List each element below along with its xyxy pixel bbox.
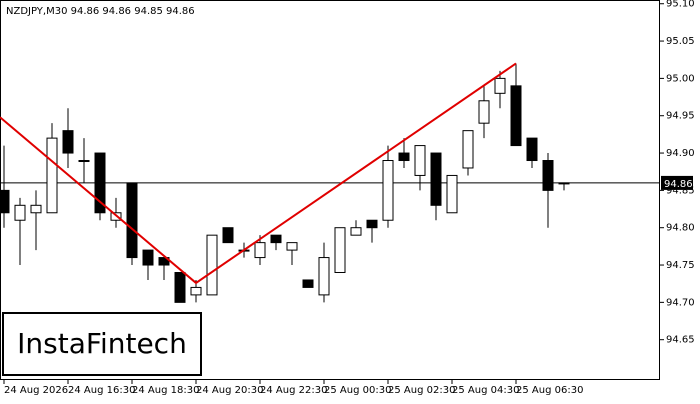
- candle-body: [542, 160, 554, 191]
- x-tick-label: 25 Aug 00:30: [324, 385, 391, 396]
- candle-body: [286, 242, 298, 251]
- candle-body: [78, 160, 90, 163]
- candle-body: [30, 204, 42, 214]
- y-tick-label: 94.80: [666, 223, 695, 234]
- candle-body: [318, 257, 330, 296]
- candle-body: [62, 130, 74, 154]
- candle-body: [526, 137, 538, 162]
- x-tick-label: 25 Aug 06:30: [516, 385, 583, 396]
- candle-body: [478, 100, 490, 124]
- candle-body: [46, 137, 58, 214]
- candle-body: [270, 234, 282, 244]
- y-tick-label: 94.90: [666, 148, 695, 159]
- candle-body: [366, 219, 378, 229]
- candle-body: [142, 249, 154, 266]
- x-tick-label: 24 Aug 18:30: [132, 385, 199, 396]
- candle-body: [174, 271, 186, 303]
- y-tick-label: 94.70: [666, 297, 695, 308]
- x-tick-label: 24 Aug 2026: [4, 385, 68, 396]
- candle-body: [126, 182, 138, 259]
- candle-body: [510, 85, 522, 147]
- current-price-label: 94.86: [664, 179, 693, 190]
- watermark-box: [2, 312, 202, 376]
- y-tick-label: 94.75: [666, 260, 695, 271]
- candle-body: [398, 152, 410, 162]
- candle-body: [350, 227, 362, 236]
- candle-body: [430, 152, 442, 206]
- candle-body: [334, 227, 346, 273]
- y-tick-label: 94.95: [666, 111, 695, 122]
- candle-body: [94, 152, 106, 214]
- candle-body: [190, 286, 202, 296]
- watermark: InstaFintech: [17, 327, 187, 360]
- x-tick-label: 24 Aug 20:30: [196, 385, 263, 396]
- candle-body: [206, 234, 218, 296]
- y-tick-label: 94.85: [666, 185, 695, 196]
- candle-body: [382, 160, 394, 221]
- y-tick-label: 95.10: [666, 0, 695, 10]
- candle-body: [494, 77, 506, 94]
- candle-body: [302, 279, 314, 288]
- candle-body: [446, 174, 458, 214]
- current-price-box: [661, 175, 693, 190]
- candle-body: [414, 145, 426, 176]
- pattern-line: [0, 62, 517, 285]
- candle-body: [558, 182, 570, 185]
- candle-body: [14, 204, 26, 221]
- candle-body: [0, 189, 10, 214]
- candle-body: [222, 227, 234, 244]
- candle-body: [462, 130, 474, 169]
- y-tick-label: 95.05: [666, 36, 695, 47]
- x-tick-label: 24 Aug 16:30: [68, 385, 135, 396]
- x-tick-label: 24 Aug 22:30: [260, 385, 327, 396]
- y-tick-label: 95.00: [666, 73, 695, 84]
- y-tick-label: 94.65: [666, 335, 695, 346]
- x-tick-label: 25 Aug 02:30: [388, 385, 455, 396]
- candle-body: [254, 242, 266, 259]
- x-tick-label: 25 Aug 04:30: [452, 385, 519, 396]
- chart-title: NZDJPY,M30 94.86 94.86 94.85 94.86: [6, 6, 195, 17]
